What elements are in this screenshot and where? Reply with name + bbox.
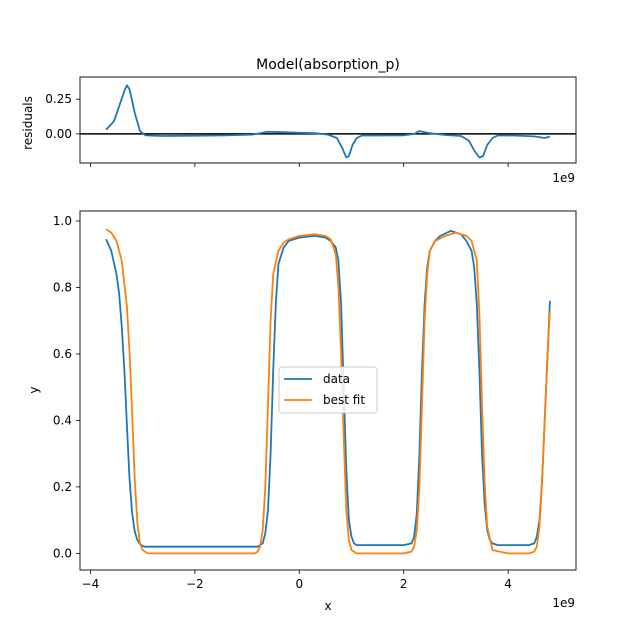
fit-ytick-label: 0.6 <box>53 347 72 361</box>
legend-best-fit-label: best fit <box>323 393 365 407</box>
residuals-series-residuals <box>105 84 551 159</box>
fit-ylabel: y <box>27 386 41 393</box>
fit-ytick-label: 0.4 <box>53 413 72 427</box>
fit-x-offset-label: 1e9 <box>552 596 575 610</box>
fit-xtick-label: 0 <box>295 577 303 591</box>
fit-ytick-label: 0.0 <box>53 546 72 560</box>
fit-ytick-label: 0.8 <box>53 280 72 294</box>
residuals-title: Model(absorption_p) <box>256 57 400 73</box>
fit-xtick-label: 4 <box>504 577 512 591</box>
residuals-ytick-label: 0.25 <box>45 92 72 106</box>
fit-panel: y x 1e9 −4 −2 0 2 4 0.0 0.2 0.4 0.6 0.8 1.0 data b… <box>27 210 577 613</box>
fit-xtick-label: −4 <box>82 577 100 591</box>
fit-xlabel: x <box>324 599 331 613</box>
fit-axes-frame <box>79 210 577 571</box>
fit-xtick-label: −2 <box>186 577 204 591</box>
fit-ytick-label: 1.0 <box>53 214 72 228</box>
residuals-panel: Model(absorption_p) residuals 1e9 0.25 0.… <box>21 57 577 185</box>
residuals-ylabel: residuals <box>21 96 35 150</box>
residuals-x-offset-label: 1e9 <box>552 171 575 185</box>
fit-series-best-fit <box>105 228 551 555</box>
legend-data-label: data <box>323 372 350 386</box>
fit-xtick-label: 2 <box>400 577 408 591</box>
residuals-ytick-label: 0.00 <box>45 127 72 141</box>
residuals-axes-frame <box>79 76 577 164</box>
legend: data best fit <box>278 366 378 414</box>
fit-ytick-label: 0.2 <box>53 480 72 494</box>
